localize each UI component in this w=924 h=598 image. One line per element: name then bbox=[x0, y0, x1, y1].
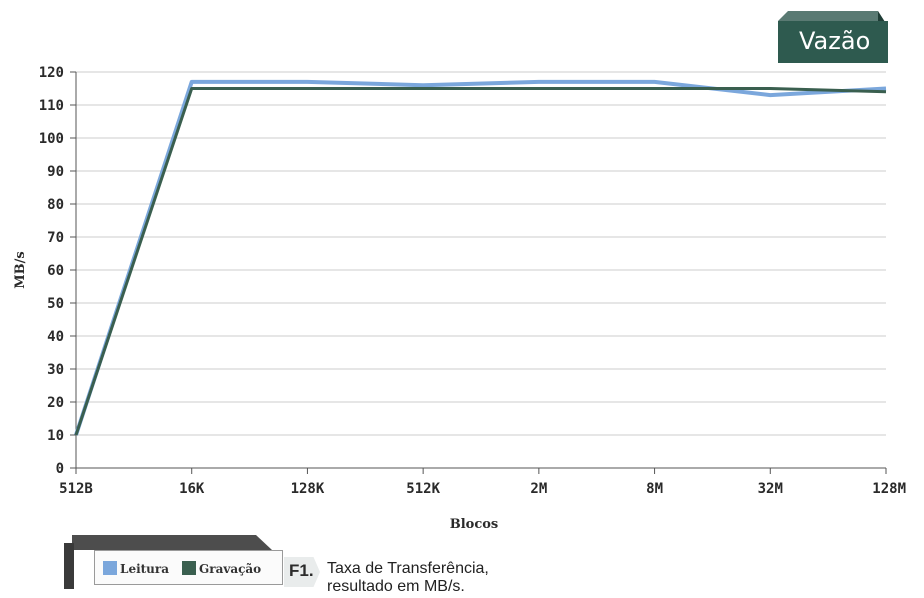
x-tick-label-512B: 512B bbox=[59, 481, 93, 497]
grid-lines bbox=[76, 71, 886, 436]
legend-label-gravacao: Gravação bbox=[199, 562, 262, 576]
legend-front-face: Leitura Gravação bbox=[94, 550, 283, 585]
axes bbox=[70, 71, 887, 474]
x-tick-label-8M: 8M bbox=[646, 481, 663, 497]
legend-side-face bbox=[64, 543, 74, 589]
legend-label-leitura: Leitura bbox=[120, 562, 169, 576]
tick-labels: 0 10 20 30 40 50 60 70 80 90 100 110 120 512B 16K 128K 5… bbox=[39, 65, 906, 497]
series-line-gravacao bbox=[74, 87, 887, 436]
x-tick-label-32M: 32M bbox=[758, 481, 783, 497]
legend-top-face bbox=[72, 535, 272, 550]
chart-legend: Leitura Gravação bbox=[64, 535, 283, 589]
x-tick-label-512K: 512K bbox=[406, 481, 440, 497]
badge-label: Vazão bbox=[799, 27, 871, 55]
y-tick-label-20: 20 bbox=[47, 395, 64, 411]
legend-swatch-leitura bbox=[103, 561, 117, 575]
y-axis-title: MB/s bbox=[13, 251, 28, 288]
y-tick-label-50: 50 bbox=[47, 296, 64, 312]
y-tick-label-30: 30 bbox=[47, 362, 64, 378]
y-tick-label-90: 90 bbox=[47, 164, 64, 180]
legend-item-leitura: Leitura bbox=[103, 561, 169, 576]
series-line-leitura bbox=[74, 79, 887, 436]
legend-item-gravacao: Gravação bbox=[182, 561, 261, 576]
legend-swatch-gravacao bbox=[182, 561, 196, 575]
y-tick-label-110: 110 bbox=[39, 98, 64, 114]
y-tick-label-70: 70 bbox=[47, 230, 64, 246]
badge-front-face: Vazão bbox=[778, 21, 888, 63]
y-tick-label-60: 60 bbox=[47, 263, 64, 279]
series-lines bbox=[74, 79, 887, 436]
vazao-badge: Vazão bbox=[778, 11, 888, 63]
x-tick-label-16K: 16K bbox=[179, 481, 205, 497]
throughput-chart: 0 10 20 30 40 50 60 70 80 90 100 110 120 512B 16K 128K 5… bbox=[13, 65, 906, 530]
figure-number-tag: F1. bbox=[284, 557, 320, 587]
figure-number: F1. bbox=[289, 561, 314, 580]
x-axis-title: Blocos bbox=[450, 517, 499, 530]
y-tick-label-0: 0 bbox=[56, 461, 64, 477]
figure-caption: Taxa de Transferência, resultado em MB/s… bbox=[327, 560, 489, 595]
y-tick-label-80: 80 bbox=[47, 197, 64, 213]
y-tick-label-120: 120 bbox=[39, 65, 64, 81]
y-tick-label-100: 100 bbox=[39, 131, 64, 147]
x-tick-label-2M: 2M bbox=[530, 481, 547, 497]
y-tick-label-10: 10 bbox=[47, 428, 64, 444]
x-tick-label-128K: 128K bbox=[291, 481, 325, 497]
badge-top-face bbox=[778, 11, 878, 21]
x-tick-label-128M: 128M bbox=[872, 481, 906, 497]
y-tick-label-40: 40 bbox=[47, 329, 64, 345]
